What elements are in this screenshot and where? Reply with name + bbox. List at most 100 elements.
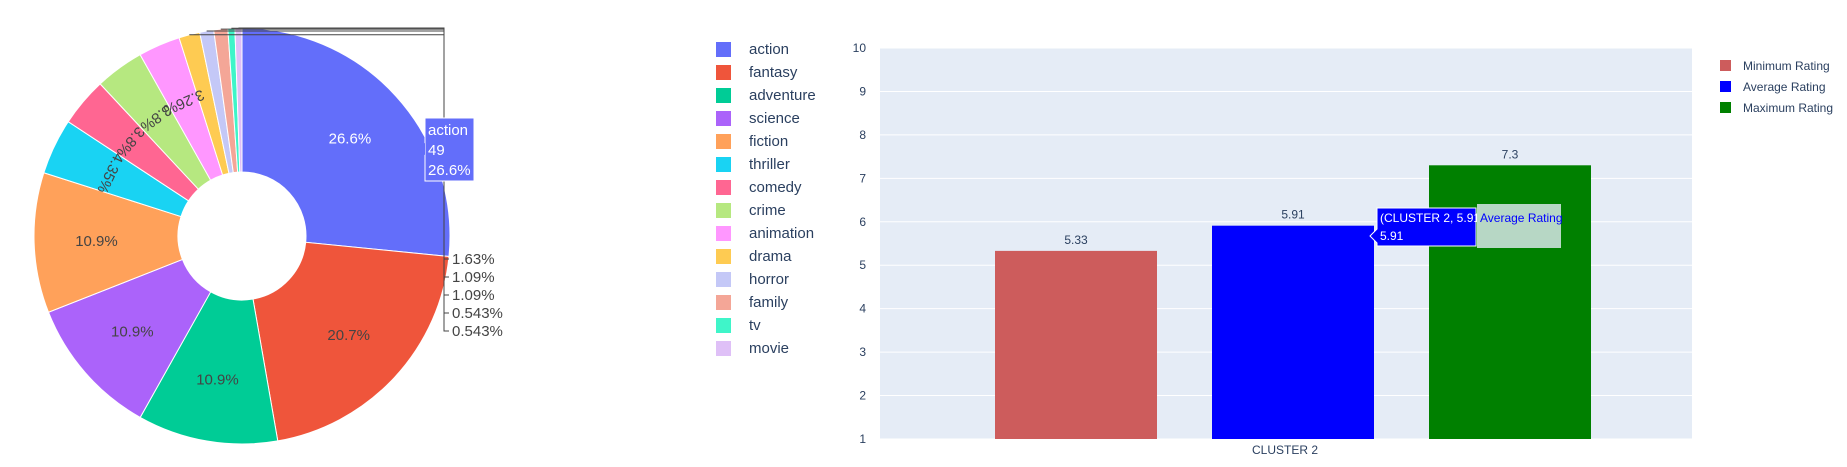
legend-swatch	[716, 88, 731, 103]
bar-hover-point: (CLUSTER 2, 5.91)	[1380, 211, 1484, 225]
pie-hover-box	[424, 117, 475, 182]
pie-legend: action fantasy adventure science fiction thri…	[716, 38, 816, 360]
legend-label: Average Rating	[1743, 79, 1826, 94]
legend-label: thriller	[749, 156, 790, 173]
legend-swatch	[716, 157, 731, 172]
y-axis-ticks: 1 2 3 4 5 6 7 8 9 10	[853, 41, 867, 446]
y-tick-label: 3	[859, 345, 866, 359]
legend-item-fiction[interactable]: fiction	[716, 130, 816, 153]
legend-label: crime	[749, 202, 786, 219]
legend-item-comedy[interactable]: comedy	[716, 176, 816, 199]
legend-label: Maximum Rating	[1743, 100, 1834, 115]
legend-label: fiction	[749, 133, 789, 150]
legend-label: horror	[749, 271, 790, 288]
legend-swatch	[716, 180, 731, 195]
pie-percent-label: 10.9%	[196, 372, 239, 389]
legend-label: family	[749, 294, 789, 311]
legend-item-action[interactable]: action	[716, 38, 816, 61]
legend-item-thriller[interactable]: thriller	[716, 153, 816, 176]
legend-swatch	[716, 295, 731, 310]
legend-swatch	[1720, 102, 1731, 113]
pie-percent-label: 10.9%	[75, 233, 118, 250]
legend-item-minimum-rating[interactable]: Minimum Rating	[1720, 55, 1833, 76]
bar-legend: Minimum Rating Average Rating Maximum Rati…	[1720, 55, 1833, 118]
y-tick-label: 6	[859, 215, 866, 229]
legend-swatch	[716, 341, 731, 356]
bar-hover-tooltip: (CLUSTER 2, 5.91) 5.91 Average Rating	[1369, 204, 1563, 248]
legend-label: tv	[749, 317, 761, 334]
legend-item-drama[interactable]: drama	[716, 245, 816, 268]
legend-label: action	[749, 41, 790, 58]
legend-item-animation[interactable]: animation	[716, 222, 816, 245]
pie-outside-label: 1.63%	[452, 251, 495, 268]
legend-swatch	[716, 249, 731, 264]
y-tick-label: 1	[859, 432, 866, 446]
y-tick-label: 7	[859, 171, 866, 185]
pie-outside-label: 0.543%	[452, 323, 503, 340]
bar-hover-series-box	[1477, 204, 1561, 248]
y-tick-label: 4	[859, 302, 866, 316]
pie-slice-fiction[interactable]	[33, 172, 184, 313]
y-tick-label: 8	[859, 128, 866, 142]
bar-value-labels: 5.33 5.91 7.3	[1064, 147, 1518, 247]
bar-minimum-rating[interactable]	[995, 250, 1157, 439]
pie-outside-label: 0.543%	[452, 305, 503, 322]
legend-label: animation	[749, 225, 815, 242]
legend-swatch	[1720, 60, 1731, 71]
legend-swatch	[1720, 81, 1731, 92]
legend-label: movie	[749, 340, 790, 357]
legend-item-tv[interactable]: tv	[716, 314, 816, 337]
legend-label: drama	[749, 248, 792, 265]
bar-hover-value: 5.91	[1380, 229, 1404, 243]
pie-percent-label: 10.9%	[111, 324, 154, 341]
legend-item-movie[interactable]: movie	[716, 337, 816, 360]
pie-outside-label: 1.09%	[452, 269, 495, 286]
pie-hover-tooltip: action 49 26.6%	[417, 117, 475, 182]
bar-value-label: 5.33	[1064, 233, 1088, 247]
legend-item-horror[interactable]: horror	[716, 268, 816, 291]
pie-hover-percent: 26.6%	[428, 162, 471, 179]
legend-item-adventure[interactable]: adventure	[716, 84, 816, 107]
bar-value-label: 7.3	[1502, 147, 1519, 161]
bar-chart: 1 2 3 4 5 6 7 8 9 10 5.33 5.91 7.3 CLUSTER 2 (CLUST…	[853, 41, 1692, 457]
legend-label: adventure	[749, 87, 816, 104]
legend-item-family[interactable]: family	[716, 291, 816, 314]
legend-item-fantasy[interactable]: fantasy	[716, 61, 816, 84]
legend-swatch	[716, 65, 731, 80]
pie-hover-value: 49	[428, 142, 445, 159]
legend-swatch	[716, 111, 731, 126]
legend-swatch	[716, 134, 731, 149]
legend-swatch	[716, 318, 731, 333]
pie-hover-label: action	[428, 122, 468, 139]
legend-item-average-rating[interactable]: Average Rating	[1720, 76, 1833, 97]
legend-item-maximum-rating[interactable]: Maximum Rating	[1720, 97, 1833, 118]
legend-label: Minimum Rating	[1743, 58, 1830, 73]
legend-item-science[interactable]: science	[716, 107, 816, 130]
bar-average-rating[interactable]	[1212, 225, 1374, 439]
pie-percent-label: 26.6%	[329, 130, 372, 147]
pie-slices	[33, 27, 451, 445]
pie-slice-fantasy[interactable]	[252, 241, 450, 442]
pie-chart: 26.6%20.7%10.9%10.9%10.9%4.35%3.8%3.8%3.…	[33, 27, 503, 445]
legend-label: comedy	[749, 179, 802, 196]
pie-slice-adventure[interactable]	[139, 291, 279, 445]
legend-swatch	[716, 226, 731, 241]
pie-slice-science[interactable]	[47, 258, 212, 419]
bar-hover-box	[1369, 207, 1477, 247]
y-tick-label: 10	[853, 41, 867, 55]
bar-value-label: 5.91	[1281, 208, 1305, 222]
pie-percent-label: 20.7%	[327, 327, 370, 344]
legend-item-crime[interactable]: crime	[716, 199, 816, 222]
legend-label: science	[749, 110, 800, 127]
legend-label: fantasy	[749, 64, 798, 81]
x-tick-label: CLUSTER 2	[1252, 443, 1318, 457]
y-tick-label: 9	[859, 84, 866, 98]
legend-swatch	[716, 272, 731, 287]
y-tick-label: 5	[859, 258, 866, 272]
pie-hover-pointer	[417, 143, 425, 155]
pie-slice-action[interactable]	[241, 27, 451, 258]
pie-outside-label: 1.09%	[452, 287, 495, 304]
y-tick-label: 2	[859, 389, 866, 403]
legend-swatch	[716, 203, 731, 218]
bar-hover-series: Average Rating	[1480, 211, 1563, 225]
